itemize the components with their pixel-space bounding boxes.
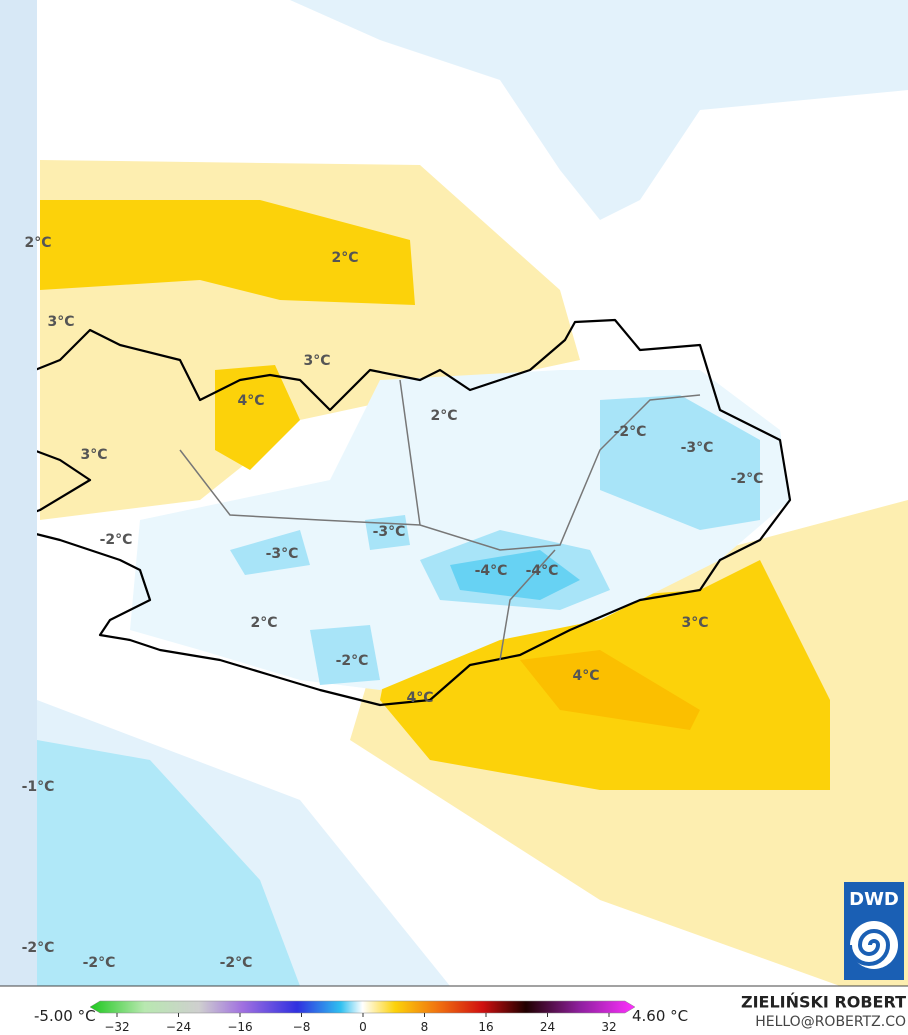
contour-labels: 2°C 2°C 3°C 3°C 4°C 2°C 3°C -2°C -3°C -2°C -2°C -3°…: [22, 235, 764, 971]
region: [215, 365, 300, 470]
region: [310, 625, 380, 685]
author: ZIELIŃSKI ROBERT: [741, 993, 906, 1012]
region: [40, 200, 415, 305]
contour-label: -2°C: [83, 955, 116, 971]
contour-label: -2°C: [336, 653, 369, 669]
contour-label: -3°C: [266, 546, 299, 562]
contour-label: 3°C: [47, 314, 74, 330]
region: [520, 650, 700, 730]
tick-label: −32: [104, 1020, 129, 1034]
contour-label: -2°C: [220, 955, 253, 971]
map: [0, 0, 908, 986]
logo: DWD: [844, 882, 904, 980]
tick-label: 8: [421, 1020, 429, 1034]
contact: HELLO@ROBERTZ.CO: [755, 1014, 906, 1030]
coastline: [0, 318, 792, 707]
region: [600, 395, 760, 530]
region: [290, 0, 908, 220]
contour-label: -2°C: [22, 940, 55, 956]
tick-label: 16: [478, 1020, 493, 1034]
logo-text: DWD: [849, 889, 899, 910]
contour-label: -2°C: [100, 532, 133, 548]
color-scale: [89, 1000, 636, 1014]
contour-label: 4°C: [406, 690, 433, 706]
contour-label: 2°C: [250, 615, 277, 631]
edge-strip: [0, 0, 37, 986]
tick-label: 24: [540, 1020, 555, 1034]
contour-label: 4°C: [237, 393, 264, 409]
contour-label: -3°C: [681, 440, 714, 456]
contour-label: -3°C: [373, 524, 406, 540]
contour-label: 3°C: [303, 353, 330, 369]
contour-label: 2°C: [430, 408, 457, 424]
logo-icon: [848, 929, 891, 966]
contour-label: -4°C: [475, 563, 508, 579]
contour-label: 2°C: [24, 235, 51, 251]
contour-label: -1°C: [22, 779, 55, 795]
contour-label: 3°C: [80, 447, 107, 463]
contour-label: -4°C: [526, 563, 559, 579]
contour-label: 3°C: [681, 615, 708, 631]
contour-label: 4°C: [572, 668, 599, 684]
contour-label: -2°C: [614, 424, 647, 440]
colorbar: -5.00 °C −32 −24 −16 −8 0 8 16 24 32 4.60 °C: [34, 1000, 688, 1034]
tick-label: −16: [227, 1020, 252, 1034]
legend-max: 4.60 °C: [632, 1007, 688, 1025]
region: [37, 740, 300, 986]
legend-min: -5.00 °C: [34, 1007, 96, 1025]
border-line: [179, 379, 701, 661]
contour-label: 2°C: [331, 250, 358, 266]
contour-label: -2°C: [731, 471, 764, 487]
region: [450, 550, 580, 600]
colorbar-ticks: −32 −24 −16 −8 0 8 16 24 32: [104, 1013, 617, 1034]
tick-label: −24: [166, 1020, 191, 1034]
tick-label: 32: [601, 1020, 616, 1034]
region: [230, 530, 310, 575]
tick-label: 0: [359, 1020, 367, 1034]
tick-label: −8: [293, 1020, 311, 1034]
